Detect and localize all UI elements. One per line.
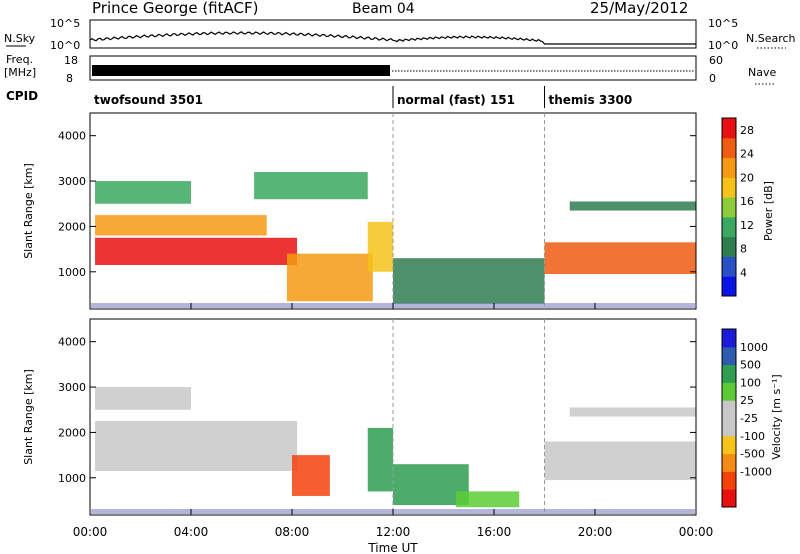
cpid-segment-label: normal (fast) 151 [397,93,515,107]
nave-label: Nave [748,66,776,79]
velocity-colorbar-swatch [722,471,736,490]
velocity-colorbar-label: Velocity [m s⁻¹] [770,374,783,459]
data-band [544,441,696,481]
velocity-colorbar-tick: 1000 [740,341,768,354]
data-band [456,491,520,508]
velocity-colorbar-swatch [722,329,736,348]
power-colorbar-tick: 12 [740,219,754,232]
velocity-colorbar-tick: -25 [740,412,758,425]
velocity-colorbar-tick: -500 [740,448,765,461]
y-tick-label: 2000 [58,220,86,233]
y-tick-label: 4000 [58,130,86,143]
velocity-colorbar-tick: 25 [740,394,754,407]
velocity-colorbar-tick: -100 [740,430,765,443]
nsky-panel: N.Sky 10^5 10^0 10^5 10^0 N.Search [4,17,796,52]
data-band [393,258,545,304]
data-band [95,181,191,204]
data-band [367,221,393,272]
power-colorbar-tick: 16 [740,195,754,208]
cpid-row: CPID twofsound 3501 normal (fast) 151 them… [6,86,632,108]
station-title: Prince George (fitACF) [92,0,258,17]
x-axis-label: Time UT [367,541,418,554]
x-tick-label: 16:00 [477,525,512,539]
velocity-colorbar-swatch [722,453,736,472]
power-panel: 1000 2000 3000 4000 Slant Range [km] 4 8 12 16… [22,112,775,310]
power-colorbar-tick: 24 [740,148,754,161]
nsearch-tick-high: 10^5 [708,17,738,30]
power-colorbar-swatch [722,276,736,297]
data-band [292,455,330,496]
velocity-colorbar-swatch [722,364,736,383]
x-tick-label: 20:00 [578,525,613,539]
nave-tick-low: 0 [709,72,716,85]
velocity-colorbar-frame [721,328,737,508]
y-tick-label: 3000 [58,381,86,394]
x-tick-label: 12:00 [376,525,411,539]
velocity-colorbar-tick: 500 [740,359,761,372]
cpid-segment-label: themis 3300 [549,93,633,107]
velocity-colorbar-swatch [722,400,736,419]
nsearch-label: N.Search [746,32,796,45]
power-colorbar-tick: 28 [740,124,754,137]
x-tick-label: 04:00 [174,525,209,539]
freq-tick-low: 8 [66,72,73,85]
velocity-colorbar-swatch [722,346,736,366]
y-tick-label: 2000 [58,426,86,439]
cpid-segment-label: twofsound 3501 [94,93,203,107]
data-band [95,421,298,471]
power-ylabel: Slant Range [km] [22,163,35,259]
power-colorbar-frame [721,117,737,297]
x-tick-label: 00:00 [679,525,714,539]
velocity-colorbar-swatch [722,435,736,455]
power-colorbar-tick: 4 [740,266,747,279]
velocity-colorbar-swatch [722,418,736,437]
velocity-ylabel: Slant Range [km] [22,369,35,465]
power-colorbar-swatch [722,177,736,198]
freq-unit: [MHz] [4,66,36,79]
y-tick-label: 1000 [58,472,86,485]
velocity-colorbar-swatch [722,382,736,401]
data-band [95,387,191,410]
beam-title: Beam 04 [352,1,415,17]
power-colorbar-swatch [722,216,736,238]
y-tick-label: 4000 [58,336,86,349]
freq-tick-high: 18 [64,54,78,67]
nsky-label: N.Sky [4,32,36,45]
data-band [286,253,373,302]
velocity-colorbar-tick: -1000 [740,465,772,478]
velocity-colorbar-tick: 100 [740,376,761,389]
nsearch-tick-low: 10^0 [708,39,738,52]
power-colorbar-tick: 8 [740,243,747,256]
nave-tick-high: 60 [709,54,723,67]
power-colorbar-swatch [722,157,736,178]
power-colorbar-swatch [722,236,736,257]
data-band [254,171,368,200]
cpid-label: CPID [6,89,38,103]
nsky-tick-low: 10^0 [50,39,80,52]
y-tick-label: 1000 [58,266,86,279]
data-band [95,215,267,236]
power-colorbar-swatch [722,137,736,159]
x-tick-label: 00:00 [73,525,108,539]
data-band [569,201,696,211]
power-colorbar-swatch [722,256,736,277]
power-colorbar-swatch [722,118,736,139]
power-colorbar-swatch [722,197,736,218]
freq-panel: Freq. [MHz] 18 8 60 0 Nave [4,53,776,85]
freq-label: Freq. [6,53,33,66]
power-colorbar-tick: 20 [740,171,754,184]
velocity-panel: 1000 2000 3000 4000 Slant Range [km] 1000 50… [22,318,783,516]
data-band [95,237,298,265]
y-tick-label: 3000 [58,175,86,188]
power-colorbar-label: Power [dB] [762,181,775,241]
data-band [544,242,696,275]
date-title: 25/May/2012 [590,0,688,17]
nsky-tick-high: 10^5 [50,17,80,30]
x-tick-label: 08:00 [275,525,310,539]
data-band [569,407,696,417]
velocity-colorbar-swatch [722,489,736,508]
data-band [367,427,393,492]
